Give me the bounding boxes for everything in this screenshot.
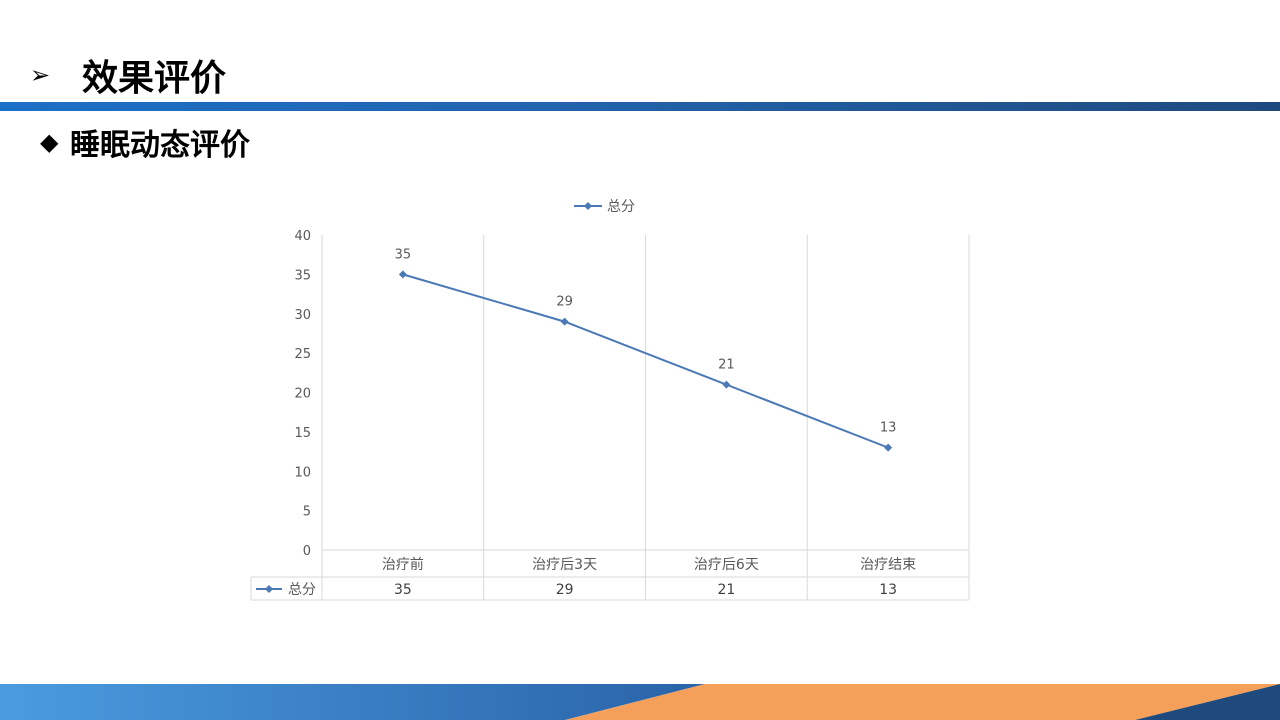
header-divider-bar xyxy=(0,102,1280,111)
x-category-label: 治疗后3天 xyxy=(532,557,597,573)
data-label: 35 xyxy=(395,247,412,262)
diamond-bullet-icon: ◆ xyxy=(40,128,59,156)
table-value-cell: 35 xyxy=(394,582,412,598)
data-point-marker xyxy=(884,443,893,452)
table-value-cell: 21 xyxy=(717,582,735,598)
title-row: ➢ 效果评价 xyxy=(30,50,226,100)
x-category-label: 治疗后6天 xyxy=(694,557,759,573)
x-category-label: 治疗结束 xyxy=(860,557,916,573)
y-tick-label: 20 xyxy=(294,387,311,402)
legend-key-marker xyxy=(584,202,592,210)
data-label: 21 xyxy=(718,358,735,373)
footer-blue-shape xyxy=(0,684,705,720)
data-label: 13 xyxy=(880,421,897,436)
data-label: 29 xyxy=(556,295,573,310)
y-tick-label: 10 xyxy=(294,465,311,480)
y-tick-label: 5 xyxy=(303,505,311,520)
y-tick-label: 25 xyxy=(294,347,311,362)
data-point-marker xyxy=(722,380,731,389)
y-tick-label: 15 xyxy=(294,426,311,441)
legend-label: 总分 xyxy=(607,199,635,215)
table-value-cell: 29 xyxy=(556,582,574,598)
x-category-label: 治疗前 xyxy=(382,556,424,573)
table-legend-key-marker xyxy=(265,585,273,593)
footer-navy-shape xyxy=(1135,684,1280,720)
footer-orange-shape xyxy=(565,684,1280,720)
y-tick-label: 30 xyxy=(294,308,311,323)
table-series-name: 总分 xyxy=(288,582,316,598)
arrow-bullet-icon: ➢ xyxy=(30,61,51,89)
section-title-row: ◆ 睡眠动态评价 xyxy=(40,120,250,164)
section-title: 睡眠动态评价 xyxy=(70,128,250,163)
table-value-cell: 13 xyxy=(879,582,897,598)
footer-decoration xyxy=(0,684,1280,720)
y-tick-label: 0 xyxy=(303,544,311,559)
y-tick-label: 40 xyxy=(294,229,311,244)
y-tick-label: 35 xyxy=(294,268,311,283)
data-point-marker xyxy=(560,317,569,326)
page-title: 效果评价 xyxy=(82,58,227,99)
series-line xyxy=(402,273,889,449)
data-point-marker xyxy=(398,270,407,279)
